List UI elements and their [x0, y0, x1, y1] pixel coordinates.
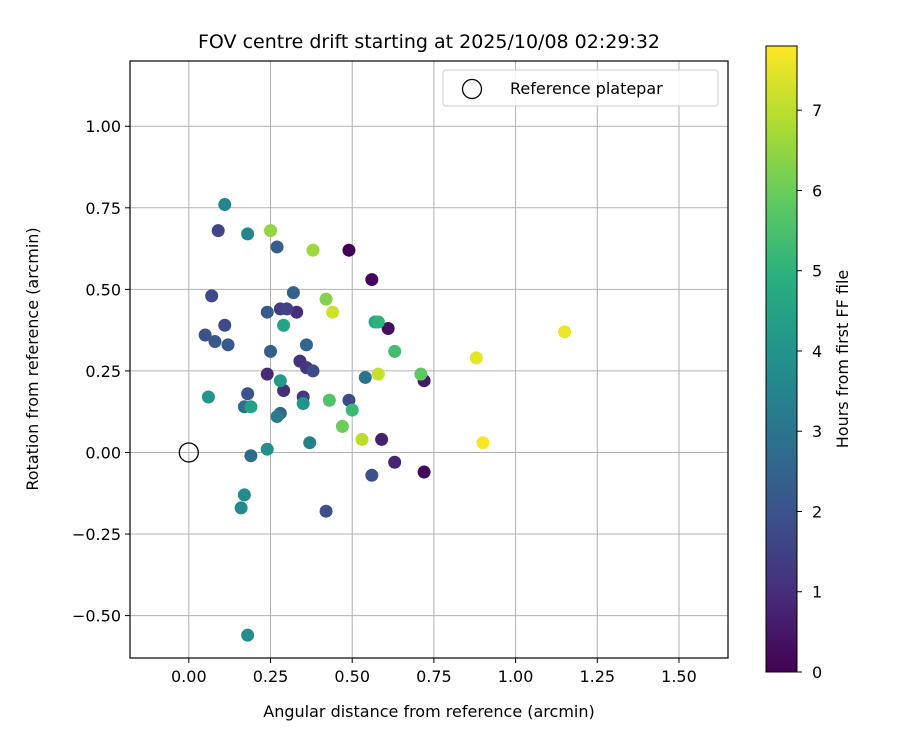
data-point: [270, 410, 284, 424]
data-point: [326, 305, 340, 319]
data-point: [365, 273, 379, 287]
chart-title: FOV centre drift starting at 2025/10/08 …: [198, 31, 660, 53]
data-point: [260, 442, 274, 456]
y-axis-label: Rotation from reference (arcmin): [23, 227, 42, 490]
data-point: [388, 455, 402, 469]
data-point: [342, 393, 356, 407]
data-point: [260, 367, 274, 381]
reference-marker: [178, 442, 199, 463]
data-point: [211, 224, 225, 238]
y-tick-label: −0.25: [72, 525, 121, 544]
y-tick-label: 1.00: [85, 117, 121, 136]
data-point: [319, 504, 333, 518]
data-point: [277, 318, 291, 332]
colorbar-tick-label: 5: [812, 262, 822, 281]
plot-frame: [129, 60, 729, 659]
colorbar-gradient: [765, 45, 798, 673]
data-point: [375, 432, 389, 446]
data-point: [335, 419, 349, 433]
data-point: [355, 432, 369, 446]
data-point: [218, 318, 232, 332]
data-point: [322, 393, 336, 407]
data-point: [205, 289, 219, 303]
data-point: [371, 315, 385, 329]
colorbar-tick-label: 2: [812, 502, 822, 521]
data-point: [270, 240, 284, 254]
data-point: [306, 364, 320, 378]
x-tick-label: 0.75: [416, 667, 452, 686]
data-point: [244, 400, 258, 414]
data-point: [218, 198, 232, 212]
data-point: [286, 286, 300, 300]
data-point: [306, 243, 320, 257]
y-tick-label: 0.00: [85, 443, 121, 462]
data-point: [299, 338, 313, 352]
grid: [130, 61, 728, 658]
colorbar-tick-label: 6: [812, 181, 822, 200]
legend-label: Reference platepar: [510, 79, 663, 98]
x-tick-label: 0.50: [334, 667, 370, 686]
data-point: [273, 374, 287, 388]
legend: Reference platepar: [442, 69, 719, 107]
x-tick-label: 1.25: [579, 667, 615, 686]
x-tick-label: 1.50: [661, 667, 697, 686]
colorbar-ticks: 0 1 2 3 4 5 6 7: [797, 101, 822, 682]
data-point: [277, 383, 291, 397]
legend-marker: [461, 78, 483, 100]
data-point: [558, 325, 572, 339]
data-point: [198, 328, 212, 342]
y-tick-label: −0.50: [72, 607, 121, 626]
data-point: [371, 367, 385, 381]
y-tick-label: 0.75: [85, 199, 121, 218]
data-point: [296, 397, 310, 411]
data-point: [476, 436, 490, 450]
y-axis-ticks: −0.50 −0.25 0.00 0.25 0.50 0.75 1.00: [72, 117, 130, 626]
colorbar-tick-label: 1: [812, 583, 822, 602]
y-tick-label: 0.50: [85, 280, 121, 299]
data-point: [365, 468, 379, 482]
colorbar-tick-label: 3: [812, 422, 822, 441]
data-point: [264, 344, 278, 358]
data-point: [237, 488, 251, 502]
data-point: [469, 351, 483, 365]
data-point: [264, 224, 278, 238]
colorbar-label: Hours from first FF file: [833, 270, 852, 449]
data-point: [280, 302, 294, 316]
data-point: [388, 344, 402, 358]
data-point: [414, 367, 428, 381]
x-tick-label: 1.00: [498, 667, 534, 686]
x-tick-label: 0.00: [171, 667, 207, 686]
data-point: [342, 243, 356, 257]
colorbar-tick-label: 7: [812, 101, 822, 120]
data-point: [260, 305, 274, 319]
colorbar-tick-label: 4: [812, 342, 822, 361]
data-point: [358, 370, 372, 384]
data-point: [381, 322, 395, 336]
data-point: [345, 403, 359, 417]
data-point: [208, 335, 222, 349]
legend-box: [442, 69, 719, 107]
data-point: [241, 628, 255, 642]
data-point: [303, 436, 317, 450]
x-axis-ticks: 0.00 0.25 0.50 0.75 1.00 1.25 1.50: [171, 658, 697, 686]
colorbar: 0 1 2 3 4 5 6 7 Hours from first FF file: [765, 45, 852, 682]
data-point: [241, 227, 255, 241]
x-axis-label: Angular distance from reference (arcmin): [263, 702, 594, 721]
data-point: [319, 292, 333, 306]
data-point: [417, 465, 431, 479]
data-point: [241, 387, 255, 401]
x-tick-label: 0.25: [253, 667, 289, 686]
data-point: [244, 449, 258, 463]
y-tick-label: 0.25: [85, 362, 121, 381]
data-points: [178, 198, 572, 642]
data-point: [201, 390, 215, 404]
data-point: [290, 305, 304, 319]
data-point: [221, 338, 235, 352]
data-point: [234, 501, 248, 515]
colorbar-tick-label: 0: [812, 663, 822, 682]
